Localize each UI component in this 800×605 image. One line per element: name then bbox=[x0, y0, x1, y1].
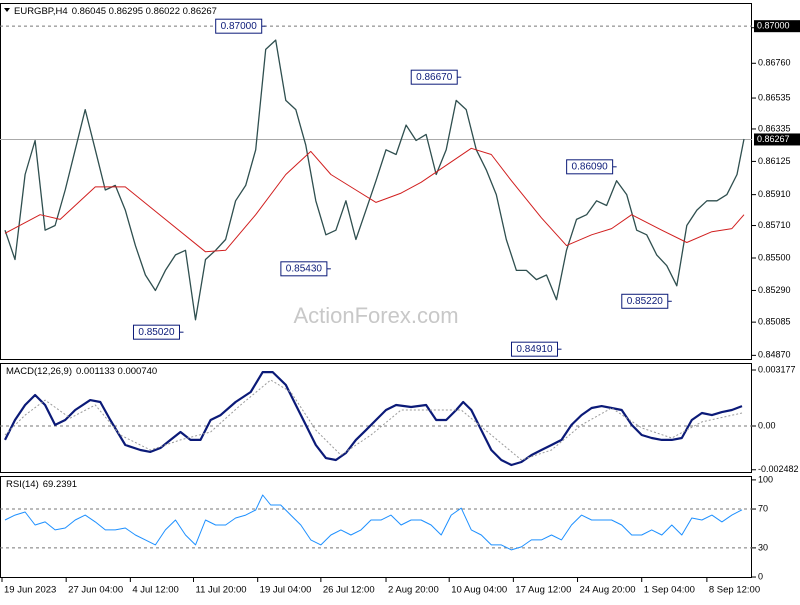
level-label: 0.87000 bbox=[757, 21, 790, 31]
series-line bbox=[4, 371, 743, 467]
series-line bbox=[4, 379, 743, 461]
y-tick-label: 30 bbox=[758, 542, 768, 552]
annotation-box bbox=[215, 18, 263, 34]
x-tick-label: 4 Jul 12:00 bbox=[132, 585, 178, 596]
symbol-menu-icon[interactable] bbox=[4, 8, 10, 12]
x-tick-label: 8 Sep 12:00 bbox=[709, 585, 760, 596]
annotation-label: 0.85220 bbox=[627, 296, 664, 307]
annotation-box bbox=[510, 341, 558, 357]
annotation-box bbox=[280, 261, 328, 277]
x-tick-label: 11 Jul 20:00 bbox=[196, 585, 247, 596]
y-tick-label: 0.00 bbox=[758, 420, 776, 430]
series-line bbox=[4, 147, 745, 253]
x-tick-label: 24 Aug 20:00 bbox=[580, 585, 636, 596]
level-label: 0.86267 bbox=[757, 134, 790, 144]
x-tick-label: 19 Jul 04:00 bbox=[260, 585, 312, 596]
y-tick-label: -0.002482 bbox=[758, 464, 799, 474]
annotation-box bbox=[566, 159, 614, 175]
x-tick-label: 10 Aug 04:00 bbox=[451, 585, 507, 596]
panel-header: MACD(12,26,9) 0.001133 0.000740 bbox=[6, 366, 157, 377]
panel-values: 0.86045 0.86295 0.86022 0.86267 bbox=[72, 6, 217, 17]
panel-frame bbox=[0, 3, 752, 360]
panel-header: RSI(14) 69.2391 bbox=[6, 479, 77, 490]
y-tick-label: 0.86760 bbox=[758, 58, 791, 68]
level-label-box bbox=[754, 133, 800, 146]
y-tick-label: 100 bbox=[758, 474, 773, 484]
x-tick-label: 1 Sep 04:00 bbox=[644, 585, 695, 596]
panel-title: EURGBP,H4 bbox=[14, 6, 68, 17]
panel-frame bbox=[0, 476, 752, 578]
x-tick-label: 27 Jun 04:00 bbox=[68, 585, 123, 596]
annotation-label: 0.84910 bbox=[516, 344, 553, 355]
annotation-box bbox=[132, 324, 180, 340]
panel-title: RSI(14) bbox=[6, 479, 39, 490]
series-line bbox=[4, 494, 743, 551]
panel-header: EURGBP,H4 0.86045 0.86295 0.86022 0.86267 bbox=[14, 6, 217, 17]
x-tick-label: 26 Jul 12:00 bbox=[323, 585, 375, 596]
y-tick-label: 0.85710 bbox=[758, 220, 791, 230]
x-tick-label: 19 Jun 2023 bbox=[4, 585, 56, 596]
y-tick-label: 0.86125 bbox=[758, 156, 791, 166]
annotation-label: 0.85430 bbox=[286, 263, 323, 274]
annotation-label: 0.86090 bbox=[572, 161, 609, 172]
level-label-box bbox=[754, 20, 800, 33]
series-line bbox=[4, 39, 745, 321]
watermark: ActionForex.com bbox=[293, 303, 458, 328]
y-tick-label: 70 bbox=[758, 503, 768, 513]
annotation-label: 0.85020 bbox=[138, 327, 175, 338]
panel-values: 69.2391 bbox=[43, 479, 77, 490]
panel-title: MACD(12,26,9) bbox=[6, 366, 72, 377]
annotation-box bbox=[410, 69, 458, 85]
y-tick-label: 0.85290 bbox=[758, 285, 791, 295]
annotation-box bbox=[621, 293, 669, 309]
y-tick-label: 0 bbox=[758, 571, 763, 581]
y-tick-label: 0.85085 bbox=[758, 317, 791, 327]
y-tick-label: 0.86335 bbox=[758, 123, 791, 133]
y-tick-label: 0.85500 bbox=[758, 252, 791, 262]
y-tick-label: 0.84870 bbox=[758, 350, 791, 360]
y-tick-label: 0.85910 bbox=[758, 189, 791, 199]
y-tick-label: 0.86535 bbox=[758, 92, 791, 102]
panel-frame bbox=[0, 363, 752, 473]
y-tick-label: 0.003177 bbox=[758, 364, 796, 374]
x-tick-label: 17 Aug 12:00 bbox=[515, 585, 571, 596]
x-tick-label: 2 Aug 20:00 bbox=[388, 585, 439, 596]
annotation-label: 0.87000 bbox=[221, 21, 258, 32]
panel-values: 0.001133 0.000740 bbox=[76, 366, 157, 377]
annotation-label: 0.86670 bbox=[416, 72, 453, 83]
